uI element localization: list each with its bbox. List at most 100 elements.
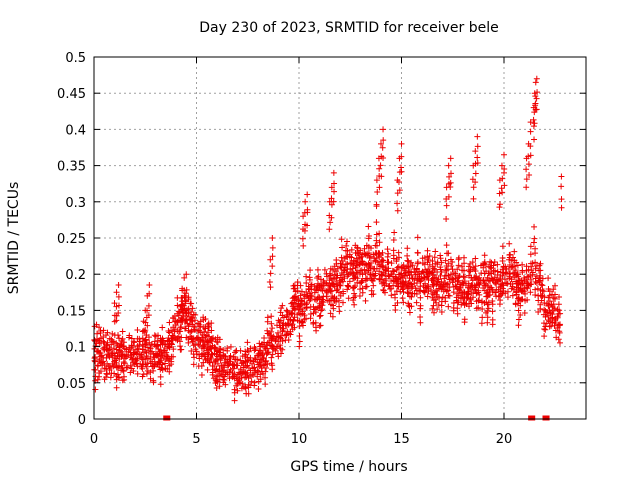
data-point bbox=[254, 367, 261, 374]
data-point bbox=[390, 282, 397, 289]
data-point bbox=[475, 304, 482, 311]
data-point bbox=[339, 278, 346, 285]
data-point bbox=[96, 324, 103, 331]
data-point bbox=[92, 366, 99, 373]
data-point bbox=[143, 363, 150, 370]
data-point bbox=[479, 314, 486, 321]
data-point bbox=[343, 242, 350, 249]
data-point bbox=[113, 317, 120, 324]
data-point bbox=[527, 251, 534, 258]
data-point bbox=[408, 293, 415, 300]
data-point bbox=[527, 152, 534, 159]
data-point bbox=[303, 273, 310, 280]
data-point bbox=[97, 350, 104, 357]
y-tick-label: 0.35 bbox=[57, 160, 86, 175]
data-point bbox=[320, 299, 327, 306]
data-point bbox=[277, 309, 284, 316]
data-point bbox=[300, 213, 307, 220]
data-point bbox=[120, 358, 127, 365]
data-point bbox=[144, 307, 151, 314]
data-point bbox=[103, 332, 110, 339]
data-point bbox=[134, 327, 141, 334]
data-point bbox=[160, 337, 167, 344]
data-point bbox=[545, 275, 552, 282]
data-point bbox=[168, 341, 175, 348]
data-point bbox=[424, 247, 431, 254]
data-point bbox=[139, 335, 146, 342]
data-point bbox=[496, 204, 503, 211]
data-point bbox=[115, 293, 122, 300]
data-point bbox=[279, 346, 286, 353]
data-point bbox=[376, 268, 383, 275]
data-point bbox=[256, 347, 263, 354]
data-point bbox=[501, 151, 507, 158]
data-point bbox=[472, 170, 479, 177]
data-point bbox=[376, 165, 383, 172]
data-point bbox=[220, 376, 227, 383]
data-point bbox=[399, 295, 406, 302]
data-point bbox=[394, 207, 401, 214]
data-point bbox=[166, 368, 173, 375]
data-point bbox=[482, 261, 489, 268]
data-point bbox=[144, 322, 151, 329]
data-point bbox=[421, 275, 428, 282]
data-point bbox=[190, 361, 197, 368]
data-point bbox=[142, 336, 149, 343]
data-point bbox=[413, 299, 420, 306]
data-point bbox=[428, 287, 435, 294]
data-point bbox=[555, 301, 562, 308]
data-point bbox=[405, 258, 412, 265]
data-point bbox=[301, 312, 308, 319]
data-point bbox=[519, 261, 526, 268]
data-point bbox=[475, 281, 482, 288]
data-point bbox=[376, 184, 383, 191]
data-point bbox=[484, 274, 491, 281]
data-point bbox=[472, 255, 479, 262]
data-point bbox=[183, 286, 190, 293]
data-point bbox=[390, 236, 397, 243]
data-point bbox=[327, 272, 334, 279]
data-point bbox=[421, 289, 428, 296]
data-point bbox=[430, 265, 437, 272]
data-point bbox=[373, 219, 380, 226]
data-point bbox=[425, 283, 432, 290]
data-point bbox=[351, 301, 358, 308]
data-point bbox=[425, 256, 432, 263]
data-point bbox=[510, 254, 517, 261]
data-point bbox=[145, 302, 152, 309]
data-point bbox=[278, 332, 285, 339]
data-point bbox=[297, 301, 304, 308]
data-point bbox=[527, 128, 534, 135]
data-point bbox=[370, 291, 377, 298]
y-tick-label: 0.5 bbox=[65, 51, 86, 66]
data-point bbox=[489, 297, 496, 304]
data-point bbox=[267, 270, 274, 277]
data-point bbox=[144, 344, 151, 351]
data-point bbox=[550, 301, 557, 308]
data-point bbox=[321, 266, 328, 273]
data-point bbox=[208, 320, 215, 327]
data-point bbox=[558, 196, 565, 203]
data-point bbox=[432, 248, 439, 255]
data-point bbox=[268, 313, 275, 320]
data-point bbox=[532, 292, 539, 299]
data-point bbox=[191, 317, 198, 324]
data-point bbox=[194, 328, 201, 335]
data-point bbox=[556, 293, 563, 300]
data-point bbox=[504, 294, 511, 301]
data-point bbox=[330, 198, 337, 205]
data-point bbox=[100, 327, 107, 334]
data-point bbox=[525, 161, 532, 168]
data-point bbox=[111, 332, 118, 339]
data-point bbox=[145, 312, 152, 319]
data-point bbox=[339, 299, 346, 306]
data-point bbox=[323, 293, 330, 300]
data-point bbox=[208, 355, 215, 362]
data-point bbox=[474, 154, 481, 161]
data-point bbox=[376, 230, 383, 237]
data-point bbox=[111, 318, 118, 325]
data-point bbox=[431, 309, 438, 316]
data-point bbox=[448, 262, 455, 269]
data-point bbox=[438, 308, 445, 315]
